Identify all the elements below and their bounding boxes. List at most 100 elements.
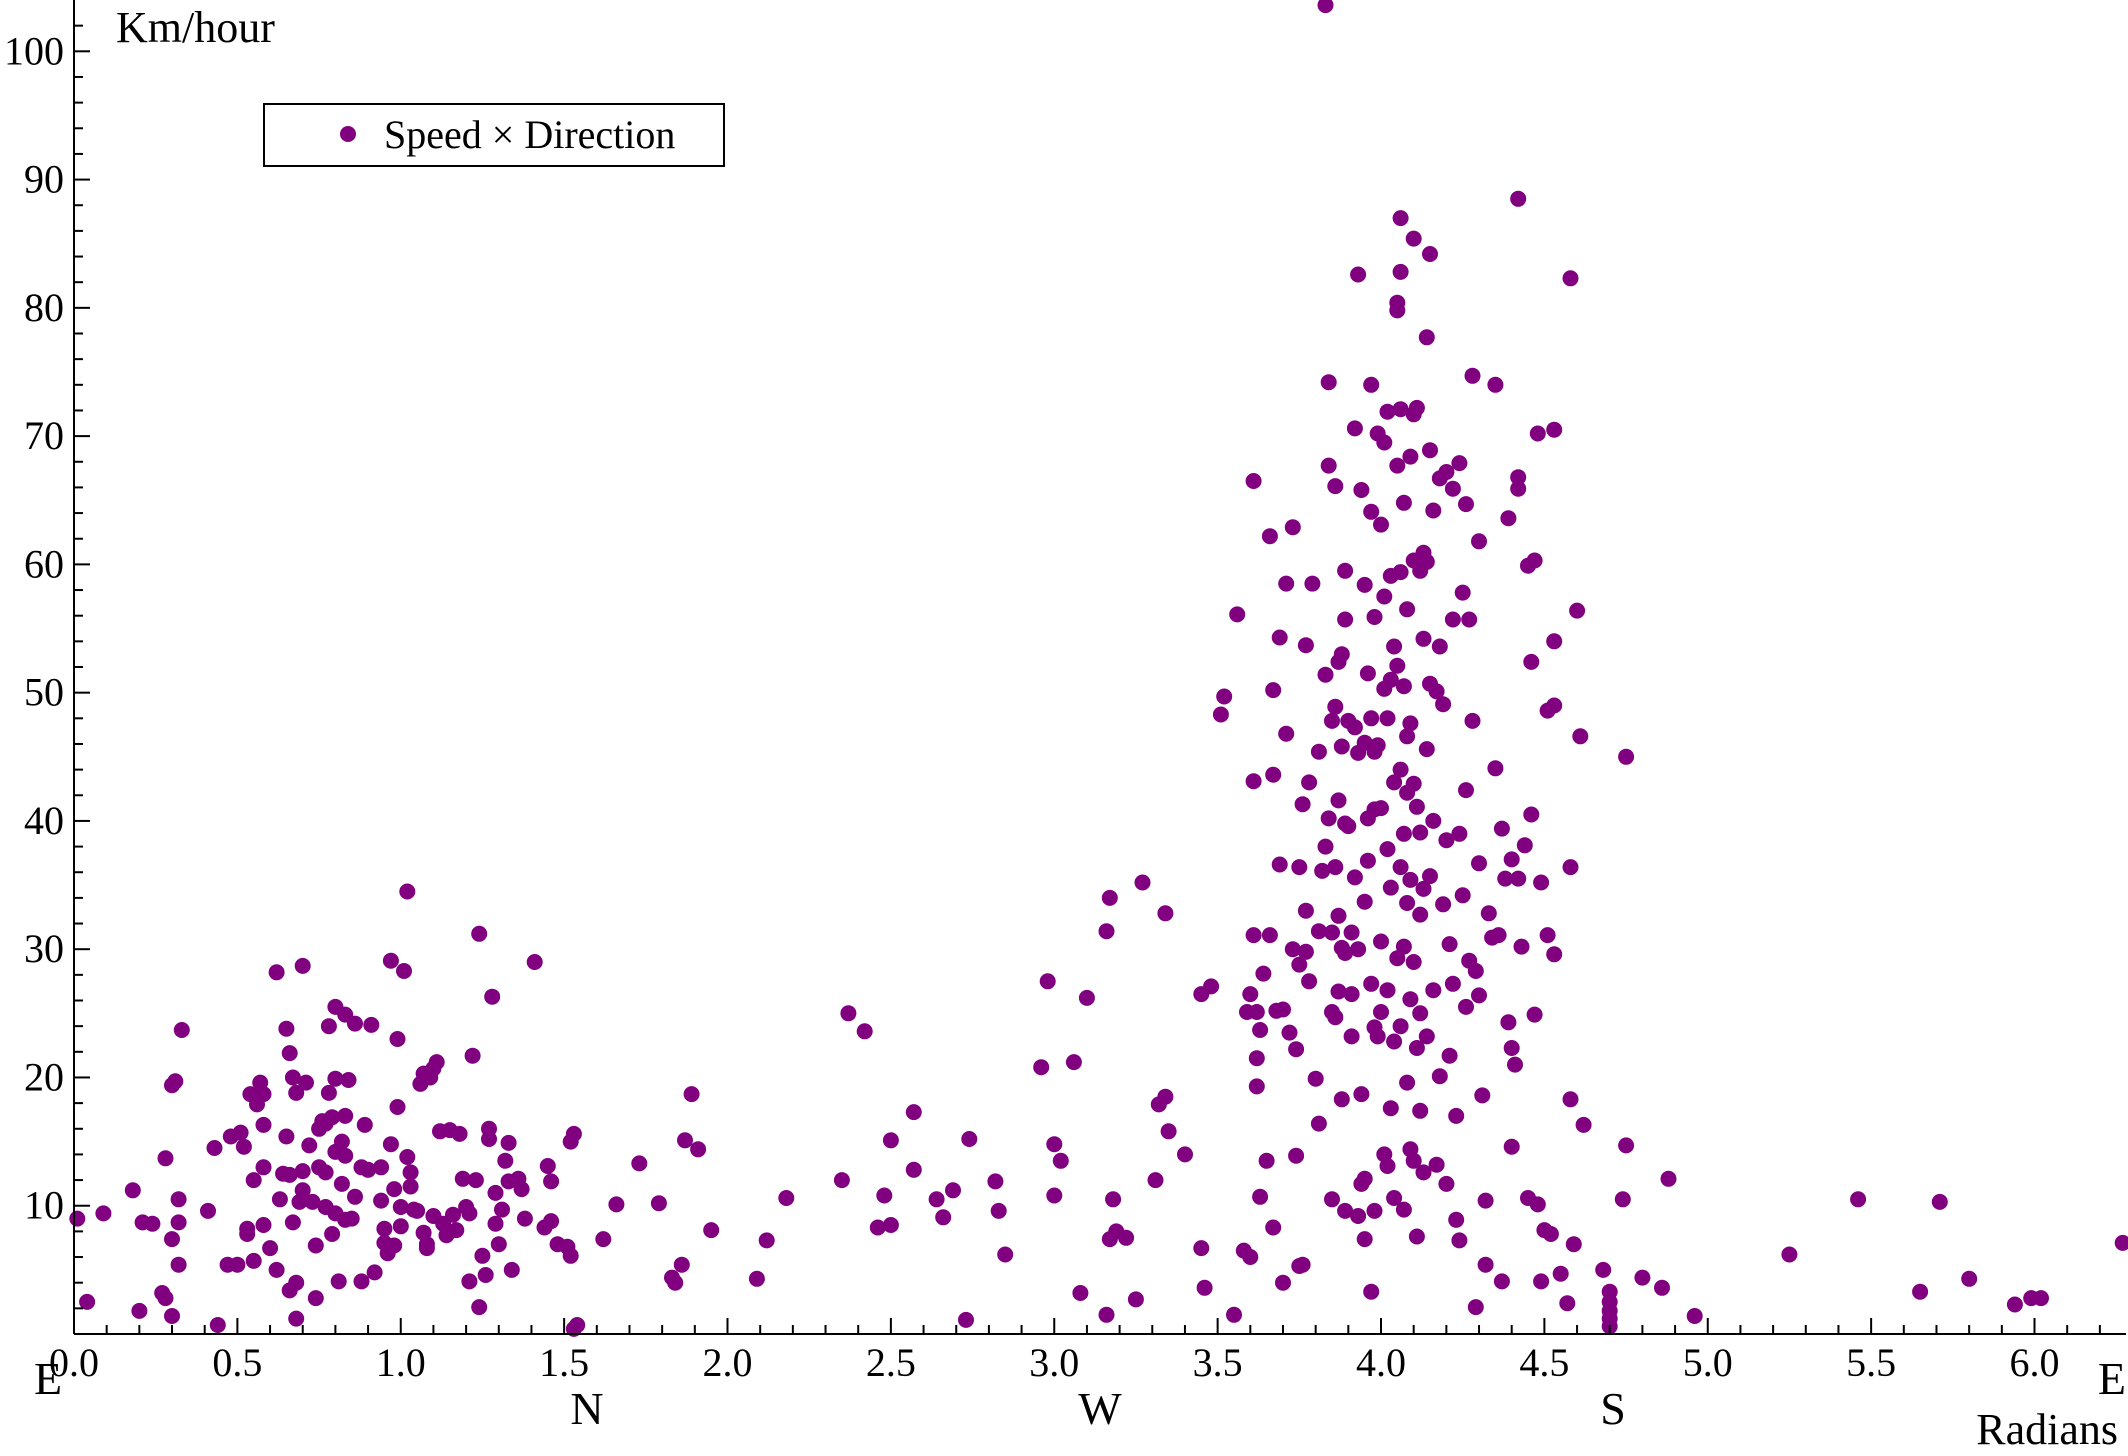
data-point	[464, 1047, 481, 1064]
data-point	[562, 1247, 579, 1264]
data-point	[1487, 376, 1504, 393]
data-point	[905, 1104, 922, 1121]
data-point	[164, 1308, 180, 1324]
x-tick-label: 4.0	[1356, 1340, 1406, 1385]
data-point	[1284, 941, 1301, 958]
data-point	[232, 1124, 249, 1141]
data-point	[1310, 923, 1327, 940]
data-point	[327, 1070, 344, 1087]
data-point	[1562, 1091, 1579, 1108]
data-point	[298, 1074, 314, 1091]
data-point	[1500, 510, 1517, 527]
data-point	[1660, 1170, 1677, 1187]
data-point	[1039, 973, 1056, 990]
data-point	[1343, 924, 1360, 941]
data-point	[1444, 611, 1461, 628]
data-point	[1301, 774, 1318, 791]
data-point	[500, 1134, 517, 1151]
x-tick-label: 1.0	[376, 1340, 426, 1385]
data-point	[1350, 941, 1367, 958]
data-point	[1340, 818, 1357, 835]
data-point	[1284, 519, 1301, 536]
data-point	[1337, 945, 1354, 961]
data-point	[882, 1132, 899, 1149]
data-point	[1147, 1172, 1164, 1189]
data-point	[1265, 766, 1282, 783]
data-point	[1330, 983, 1347, 1000]
data-point	[1431, 638, 1448, 655]
data-point	[1363, 503, 1380, 520]
data-point	[1317, 838, 1334, 855]
data-point	[503, 1261, 520, 1278]
data-point	[164, 1231, 180, 1248]
data-point	[294, 1163, 311, 1180]
data-point	[1503, 1040, 1520, 1056]
data-point	[539, 1158, 556, 1174]
data-point	[1438, 464, 1455, 480]
data-point	[945, 1182, 961, 1199]
data-point	[1386, 638, 1403, 655]
data-point	[1382, 671, 1399, 688]
data-point	[958, 1311, 974, 1328]
data-point	[1448, 1107, 1465, 1124]
data-point	[1513, 938, 1530, 955]
data-point	[386, 1181, 403, 1198]
data-point	[382, 1136, 399, 1153]
data-point	[467, 1172, 484, 1189]
data-point	[471, 1299, 488, 1316]
data-point	[324, 1109, 341, 1126]
direction-label: E	[2098, 1353, 2126, 1404]
data-point	[1271, 856, 1288, 873]
data-point	[778, 1190, 795, 1206]
data-point	[1389, 950, 1406, 967]
data-point	[1376, 434, 1393, 451]
data-point	[1301, 973, 1318, 990]
data-point	[1412, 1005, 1429, 1022]
data-point	[1307, 1070, 1324, 1087]
data-point	[1248, 1004, 1265, 1020]
data-point	[1451, 825, 1468, 842]
data-point	[2006, 1296, 2023, 1313]
data-point	[1294, 796, 1311, 813]
data-point	[95, 1205, 112, 1222]
data-point	[1363, 710, 1380, 727]
data-point	[1275, 1001, 1291, 1018]
y-tick-label: 50	[24, 670, 64, 715]
data-point	[1373, 933, 1389, 950]
data-point	[1497, 870, 1514, 887]
data-point	[928, 1191, 945, 1208]
data-point	[1261, 528, 1278, 545]
data-point	[320, 1084, 337, 1101]
data-point	[1310, 1115, 1327, 1132]
data-point	[1480, 905, 1497, 922]
data-point	[333, 1175, 350, 1192]
data-point	[1379, 403, 1396, 420]
data-point	[209, 1317, 226, 1333]
data-point	[1363, 376, 1380, 393]
data-point	[1278, 725, 1295, 742]
data-point	[1526, 1006, 1543, 1023]
data-point	[206, 1140, 223, 1156]
data-point	[1523, 653, 1540, 670]
data-point	[1546, 633, 1563, 650]
data-point	[1373, 516, 1389, 533]
data-point	[1546, 421, 1563, 438]
data-point	[445, 1206, 461, 1223]
data-point	[1435, 696, 1452, 713]
data-point	[461, 1205, 478, 1222]
data-point	[1510, 480, 1527, 497]
data-point	[471, 925, 488, 942]
data-point	[389, 1099, 406, 1115]
data-point	[340, 1072, 357, 1088]
data-point	[1546, 946, 1563, 963]
data-point	[487, 1184, 504, 1201]
data-point	[320, 1018, 337, 1035]
data-point	[2114, 1234, 2128, 1251]
data-point	[1405, 954, 1422, 970]
data-point	[1242, 1249, 1259, 1265]
data-point	[1317, 666, 1334, 683]
data-point	[356, 1116, 373, 1133]
data-point	[1431, 1068, 1448, 1085]
data-point	[905, 1161, 922, 1178]
